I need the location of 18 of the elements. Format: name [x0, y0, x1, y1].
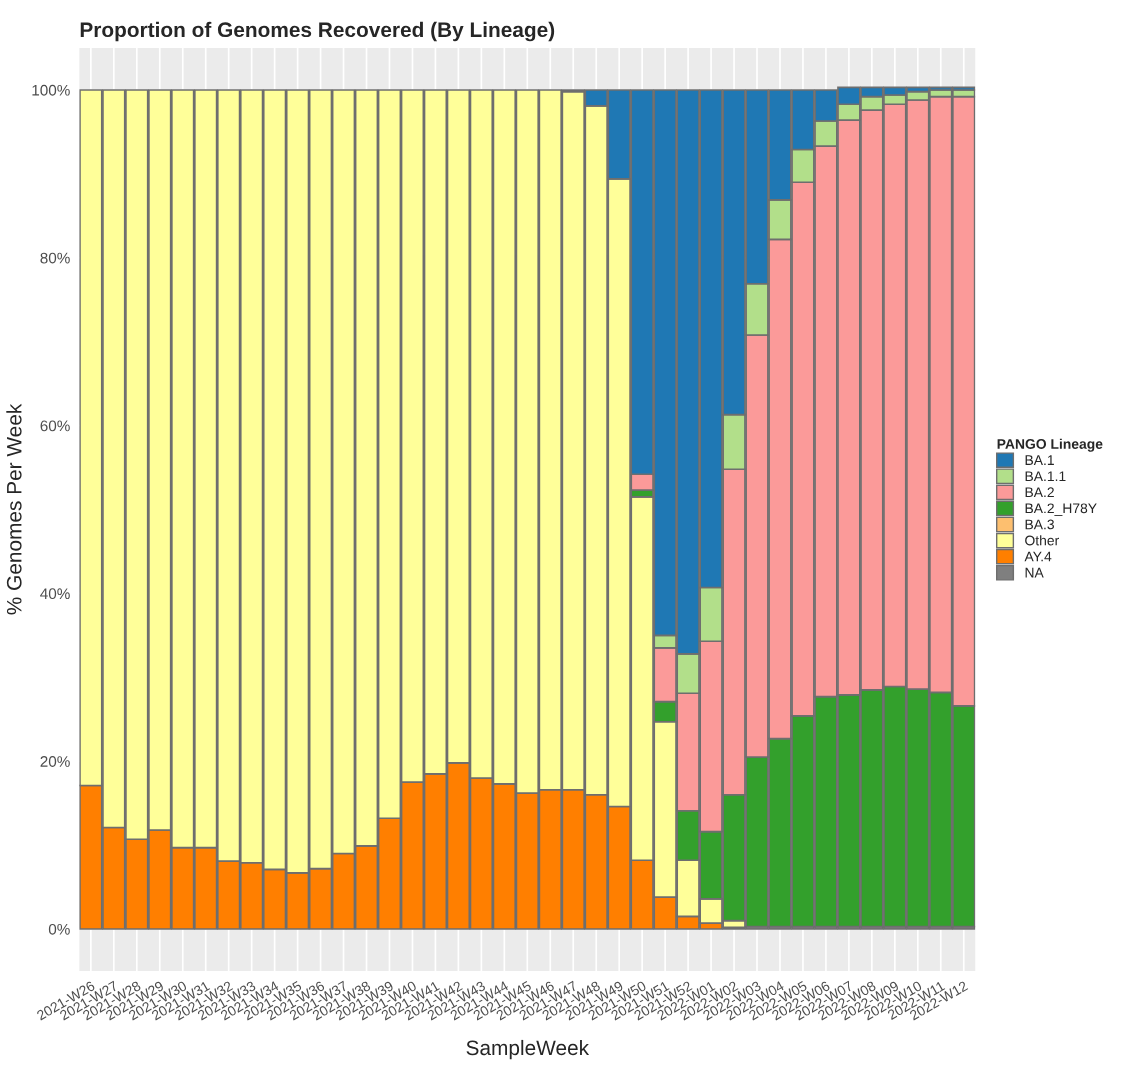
legend-label: BA.1.1 [1025, 471, 1066, 481]
y-tick-label: 20% [40, 756, 70, 767]
legend-label: NA [1025, 567, 1044, 578]
y-tick-label: 0% [48, 923, 70, 935]
x-axis-title: SampleWeek [466, 1039, 590, 1060]
y-tick-label: 80% [40, 252, 70, 264]
legend-label: BA.1 [1025, 455, 1054, 465]
y-tick-label: 100% [32, 84, 70, 96]
legend-title: PANGO Lineage [997, 438, 1103, 452]
y-axis-title: % Genomes Per Week [6, 403, 22, 615]
chart-title: Proportion of Genomes Recovered (By Lineage) [80, 21, 555, 42]
legend-label: AY.4 [1024, 551, 1052, 562]
legend-label: BA.2_H78Y [1025, 503, 1097, 516]
y-tick-label: 60% [40, 420, 70, 432]
legend-label: Other [1025, 535, 1059, 546]
y-tick-label: 40% [40, 588, 70, 600]
legend-label: BA.2 [1025, 487, 1054, 498]
legend-label: BA.3 [1025, 519, 1054, 530]
